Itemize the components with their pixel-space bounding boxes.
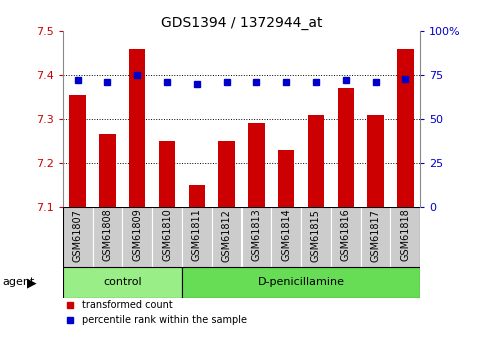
Bar (368, 115, 384, 207)
Bar (189, 185, 205, 207)
Text: ▶: ▶ (27, 276, 36, 289)
Bar (278, 150, 294, 207)
Bar (218, 141, 235, 207)
Bar (338, 88, 354, 207)
Text: D-penicillamine: D-penicillamine (257, 277, 344, 287)
Text: GSM61810: GSM61810 (162, 209, 172, 262)
Bar (331, 207, 361, 267)
Bar (122, 207, 152, 267)
Bar (182, 267, 420, 297)
Bar (70, 95, 86, 207)
Text: GSM61808: GSM61808 (102, 209, 113, 262)
Bar (308, 115, 324, 207)
Bar (390, 207, 420, 267)
Bar (397, 49, 413, 207)
Bar (63, 207, 93, 267)
Bar (271, 207, 301, 267)
Text: GSM61814: GSM61814 (281, 209, 291, 262)
Text: control: control (103, 277, 142, 287)
Bar (99, 134, 115, 207)
Text: GSM61815: GSM61815 (311, 209, 321, 262)
Bar (63, 267, 182, 297)
Bar (361, 207, 390, 267)
Title: GDS1394 / 1372944_at: GDS1394 / 1372944_at (161, 16, 322, 30)
Bar (182, 207, 212, 267)
Text: GSM61811: GSM61811 (192, 209, 202, 262)
Text: percentile rank within the sample: percentile rank within the sample (83, 315, 247, 325)
Bar (242, 207, 271, 267)
Text: GSM61816: GSM61816 (341, 209, 351, 262)
Text: GSM61813: GSM61813 (251, 209, 261, 262)
Text: agent: agent (2, 277, 35, 287)
Bar (248, 124, 265, 207)
Text: GSM61809: GSM61809 (132, 209, 142, 262)
Text: transformed count: transformed count (83, 300, 173, 310)
Text: GSM61807: GSM61807 (72, 209, 83, 262)
Text: GSM61812: GSM61812 (222, 209, 232, 262)
Bar (212, 207, 242, 267)
Text: GSM61818: GSM61818 (400, 209, 411, 262)
Bar (301, 207, 331, 267)
Bar (159, 141, 175, 207)
Bar (129, 49, 145, 207)
Bar (152, 207, 182, 267)
Bar (93, 207, 122, 267)
Text: GSM61817: GSM61817 (370, 209, 381, 262)
